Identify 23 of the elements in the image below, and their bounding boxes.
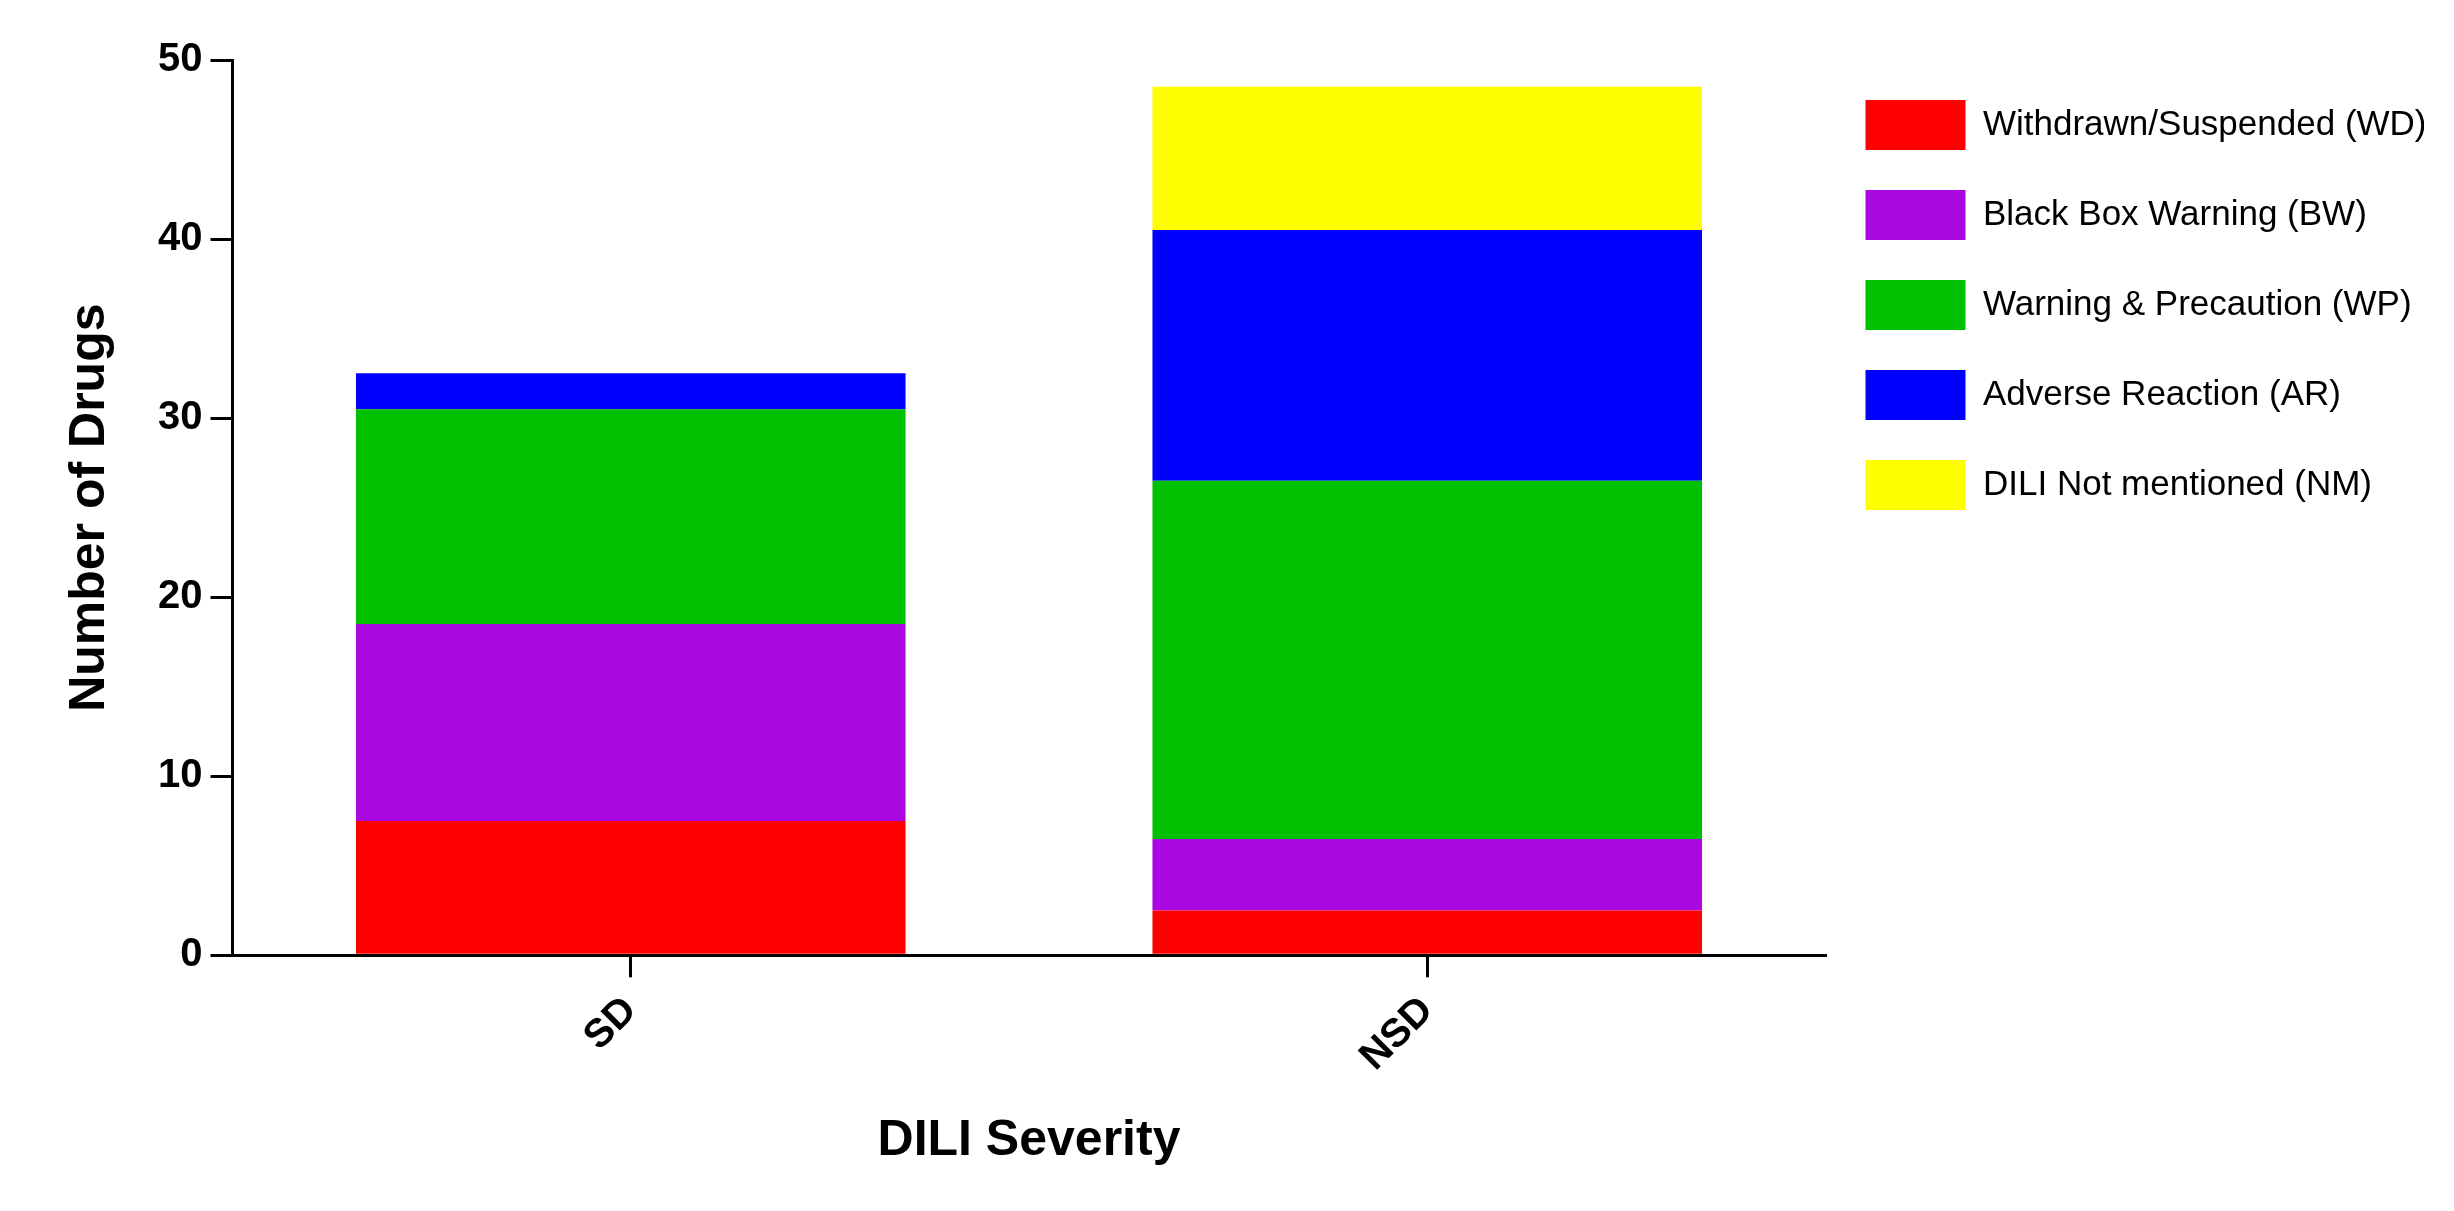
legend-label: Withdrawn/Suspended (WD): [1983, 102, 2427, 142]
bar: [1152, 910, 1703, 954]
bar: [355, 409, 906, 625]
bar: [1152, 86, 1703, 231]
y-tick-label: 50: [157, 35, 203, 80]
y-axis-title: Number of Drugs: [58, 303, 115, 712]
bar: [355, 373, 906, 410]
bar: [1152, 480, 1703, 839]
y-tick-label: 20: [157, 572, 203, 617]
y-tick-label: 30: [157, 393, 203, 438]
legend-label: Black Box Warning (BW): [1983, 192, 2367, 232]
bar: [355, 624, 906, 822]
y-tick-label: 0: [180, 930, 203, 975]
y-tick-label: 40: [157, 214, 203, 259]
legend-label: DILI Not mentioned (NM): [1983, 462, 2373, 502]
legend-label: Adverse Reaction (AR): [1983, 372, 2341, 412]
x-axis-title: DILI Severity: [877, 1109, 1181, 1166]
bar: [355, 821, 906, 954]
bar: [1152, 838, 1703, 911]
y-tick-label: 10: [157, 751, 203, 796]
bar: [1152, 230, 1703, 481]
x-tick-label: SD: [573, 986, 645, 1058]
legend-label: Warning & Precaution (WP): [1983, 282, 2412, 322]
